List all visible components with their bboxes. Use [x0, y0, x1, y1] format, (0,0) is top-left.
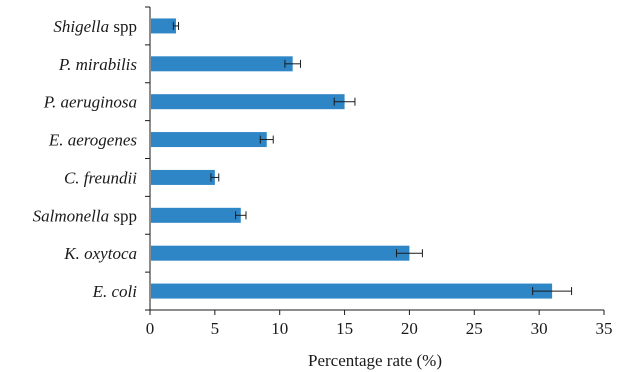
x-axis-title: Percentage rate (%) — [308, 351, 442, 370]
bar — [151, 207, 241, 223]
category-labels-group: Shigella spp P. mirabilis P. aeruginosa E. … — [33, 17, 138, 301]
bars-group — [151, 18, 553, 299]
category-label: C. freundii — [64, 168, 137, 187]
category-label-italic: C. freundii — [64, 168, 137, 187]
x-ticks-group — [149, 310, 605, 315]
y-ticks-group — [145, 6, 150, 311]
bar — [151, 132, 267, 148]
category-label-suffix: spp — [109, 206, 137, 225]
bar — [151, 283, 553, 299]
x-tick-label: 10 — [271, 319, 288, 338]
x-tick-label: 5 — [211, 319, 220, 338]
x-tick-label: 15 — [336, 319, 353, 338]
category-label: P. mirabilis — [58, 55, 137, 74]
bar — [151, 94, 345, 110]
x-tick-label: 35 — [596, 319, 613, 338]
category-label-italic: Salmonella — [33, 206, 110, 225]
error-bars-group — [172, 21, 573, 296]
x-tick-labels-group: 0 5 10 15 20 25 30 35 — [146, 319, 613, 338]
category-label: E. aerogenes — [48, 131, 138, 150]
category-label: Shigella spp — [53, 17, 137, 36]
x-tick-label: 20 — [401, 319, 418, 338]
category-label-suffix: spp — [109, 17, 137, 36]
category-label: Salmonella spp — [33, 206, 137, 225]
category-label-italic: P. aeruginosa — [43, 93, 137, 112]
category-label: E. coli — [92, 282, 138, 301]
bar — [151, 18, 176, 34]
x-tick-label: 30 — [531, 319, 548, 338]
category-label-italic: P. mirabilis — [58, 55, 137, 74]
category-label-italic: E. aerogenes — [48, 131, 138, 150]
x-tick-label: 0 — [146, 319, 155, 338]
bar — [151, 169, 215, 185]
category-label: P. aeruginosa — [43, 93, 137, 112]
x-tick-label: 25 — [466, 319, 483, 338]
category-label-italic: E. coli — [92, 282, 138, 301]
bar — [151, 56, 293, 72]
bar — [151, 245, 410, 261]
category-label-italic: K. oxytoca — [63, 244, 137, 263]
category-label-italic: Shigella — [53, 17, 109, 36]
category-label: K. oxytoca — [63, 244, 137, 263]
